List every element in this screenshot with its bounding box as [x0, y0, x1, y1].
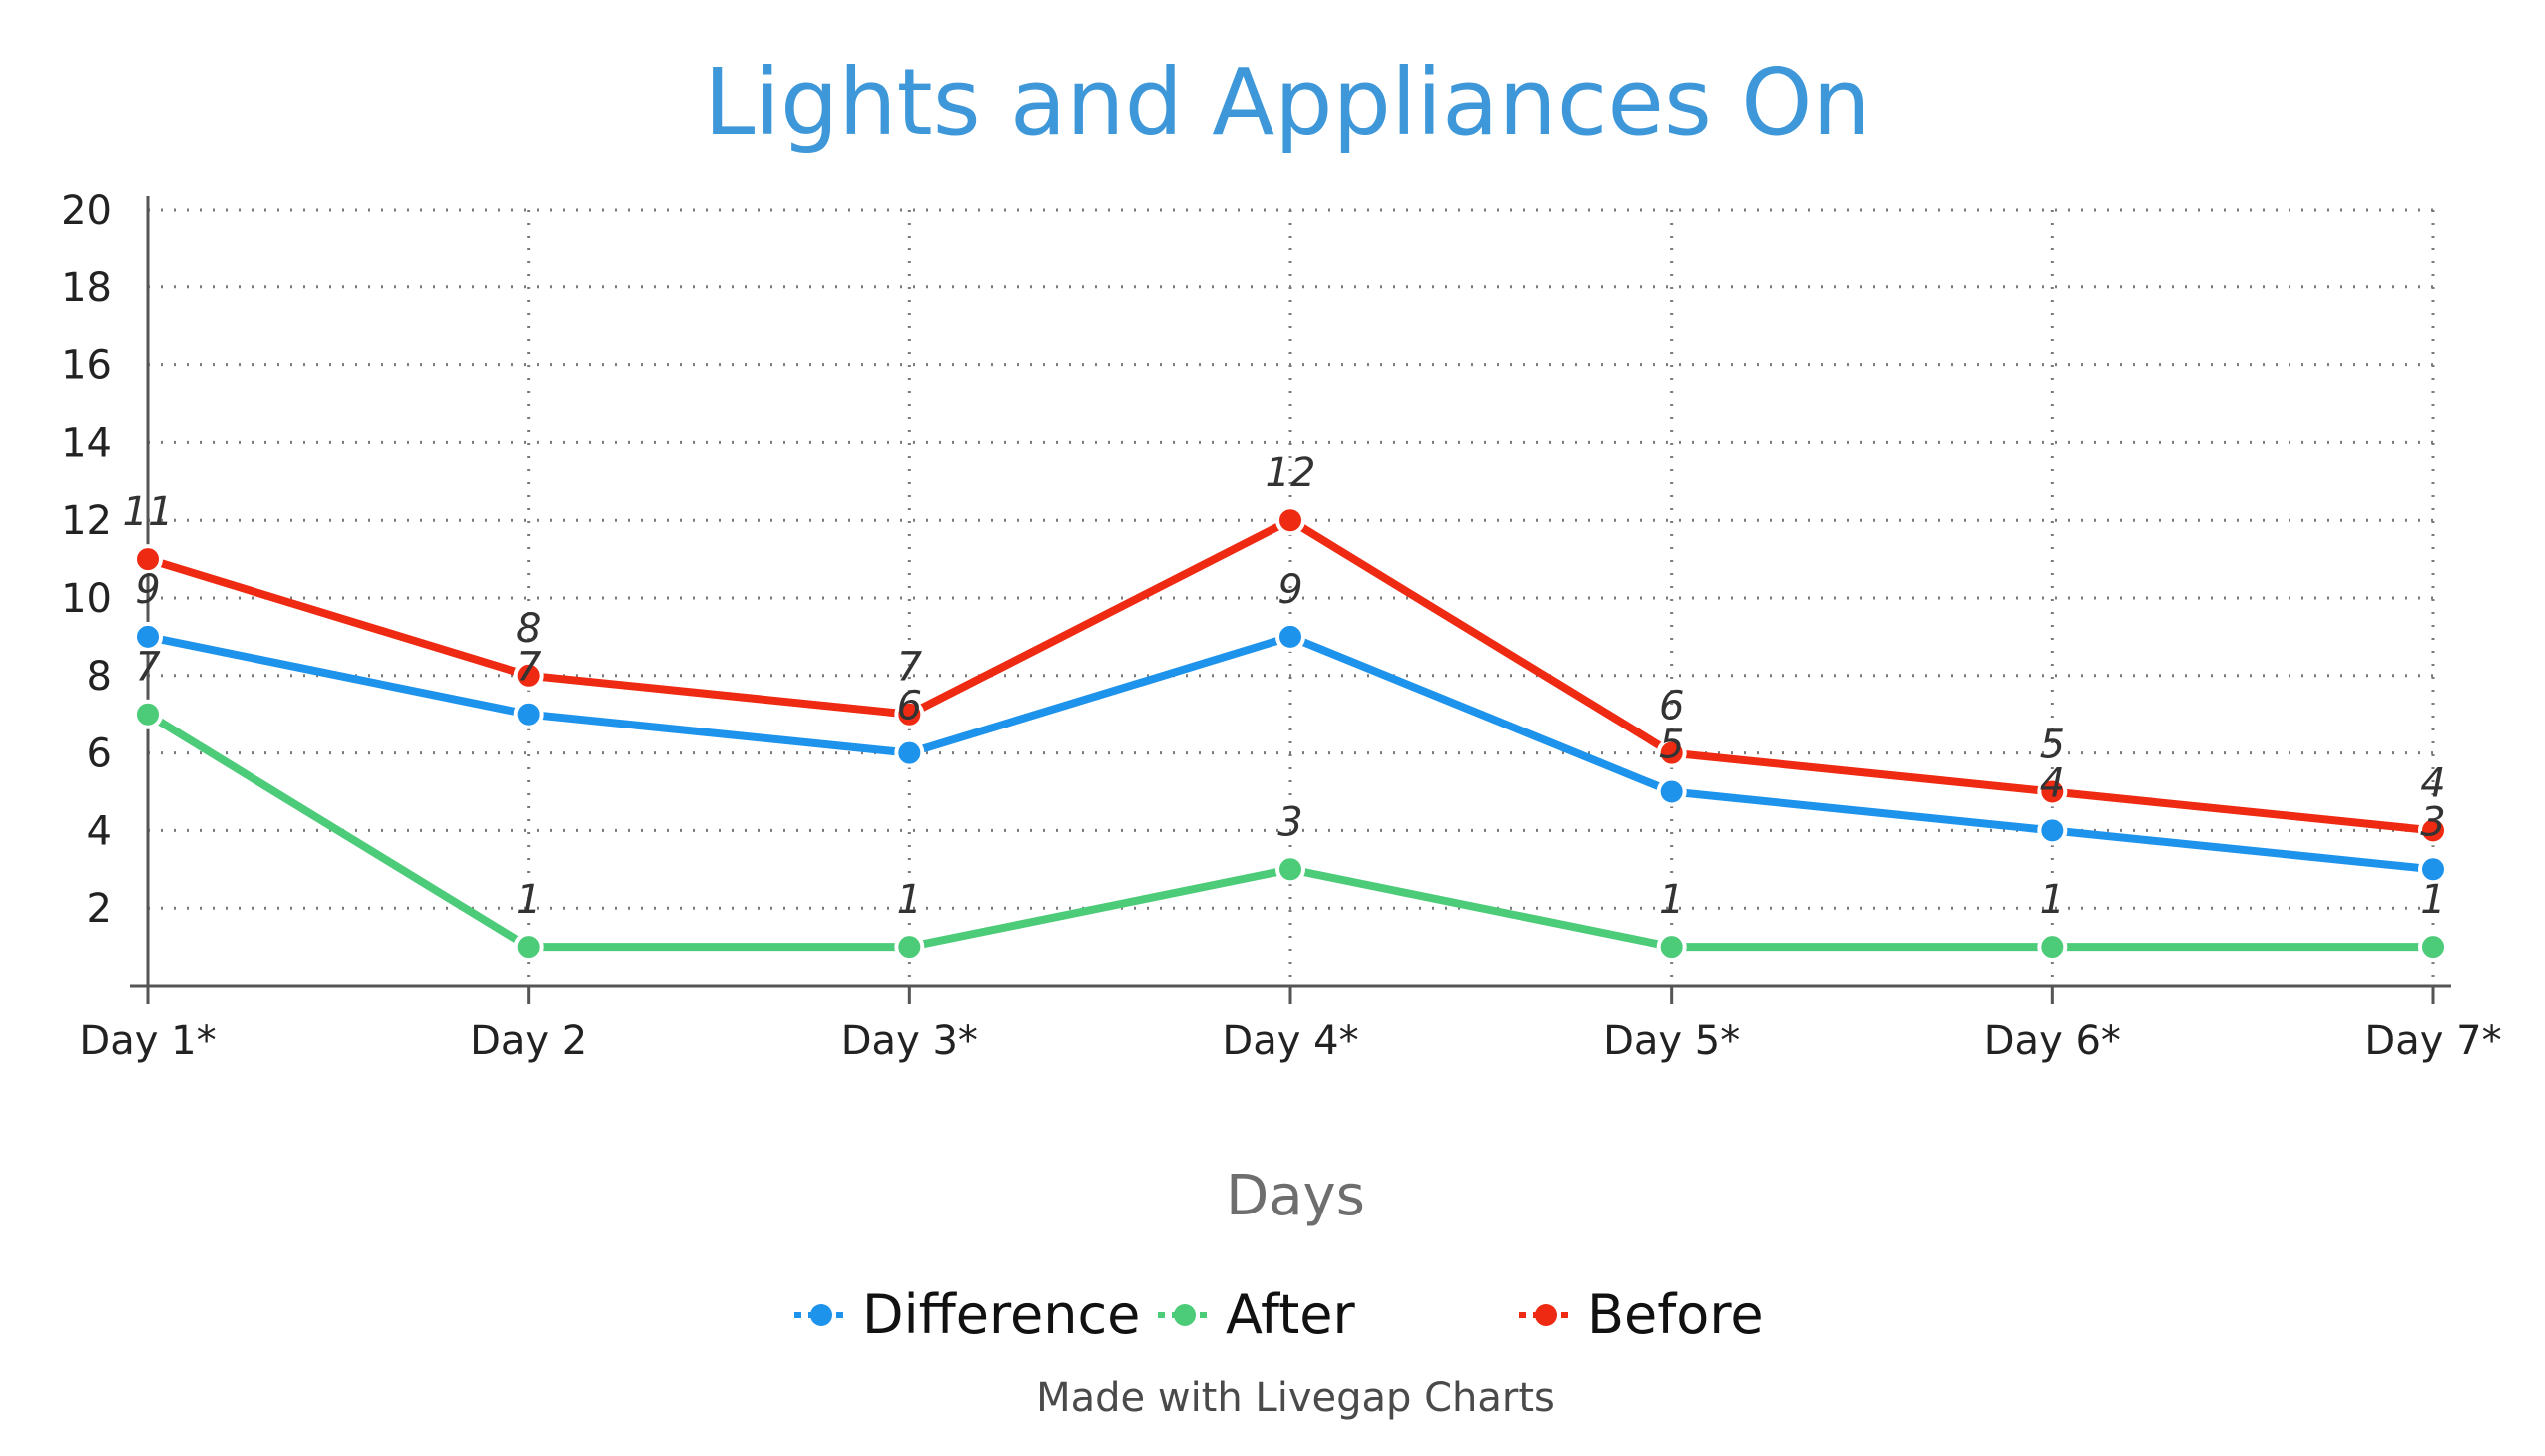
legend-marker-dot [1535, 1304, 1557, 1326]
legend-item-difference: Difference [794, 1283, 1140, 1346]
point-layer [133, 505, 2448, 963]
data-label-before: 7 [897, 645, 923, 691]
y-tick-label: 12 [61, 498, 112, 544]
y-tick-label: 14 [61, 420, 112, 466]
data-point-difference [2418, 854, 2448, 885]
data-point-after [894, 932, 925, 963]
data-point-difference [2037, 815, 2068, 846]
legend-label: After [1226, 1283, 1355, 1346]
data-label-before: 6 [1659, 684, 1684, 729]
data-point-before [1656, 737, 1687, 768]
y-tick-label: 6 [87, 731, 112, 777]
x-tick-label: Day 1* [79, 1018, 216, 1064]
x-tick-label: Day 7* [2364, 1018, 2501, 1064]
x-tick-label: Day 2 [470, 1018, 587, 1064]
data-point-before [2037, 776, 2068, 807]
data-point-difference [513, 699, 544, 729]
data-label-difference: 9 [1277, 567, 1302, 613]
y-tick-label: 10 [61, 576, 112, 622]
data-point-difference [1275, 621, 1305, 652]
legend-marker-dot [1174, 1304, 1196, 1326]
data-label-after: 3 [1277, 799, 1302, 845]
legend-marker-dot [810, 1304, 832, 1326]
data-label-before: 12 [1266, 450, 1316, 496]
data-point-before [513, 660, 544, 691]
legend: Difference After Before [794, 1283, 1764, 1346]
data-label-after: 7 [135, 645, 161, 691]
y-tick-label: 20 [61, 188, 112, 234]
data-label-difference: 6 [897, 684, 922, 729]
data-label-before: 8 [516, 606, 541, 652]
y-tick-label: 18 [61, 265, 112, 311]
data-point-difference [894, 737, 925, 768]
data-label-after: 1 [2420, 877, 2445, 923]
data-point-after [2037, 932, 2068, 963]
data-label-difference: 7 [516, 645, 542, 691]
x-tick-label: Day 4* [1222, 1018, 1358, 1064]
data-label-after: 1 [1659, 877, 1684, 923]
data-label-before: 5 [2040, 723, 2065, 768]
data-point-after [513, 932, 544, 963]
x-axis-title: Days [1226, 1164, 1365, 1228]
data-point-before [1275, 505, 1305, 536]
x-tick-label: Day 5* [1603, 1018, 1740, 1064]
y-tick-label: 4 [87, 808, 112, 854]
data-label-before: 4 [2420, 760, 2445, 806]
data-label-difference: 5 [1659, 723, 1684, 768]
y-tick-label: 8 [87, 654, 112, 700]
data-point-before [133, 544, 163, 575]
legend-label: Difference [862, 1283, 1140, 1346]
data-label-before: 11 [123, 489, 174, 535]
data-label-difference: 4 [2040, 760, 2065, 806]
data-point-after [1275, 854, 1305, 885]
legend-label: Before [1587, 1283, 1764, 1346]
data-point-before [2418, 815, 2448, 846]
data-point-before [894, 699, 925, 729]
legend-item-before: Before [1519, 1283, 1764, 1346]
data-point-after [2418, 932, 2448, 963]
chart-title: Lights and Appliances On [704, 49, 1871, 156]
y-tick-label: 16 [61, 343, 112, 389]
footer-credit: Made with Livegap Charts [1036, 1375, 1555, 1421]
data-point-difference [1656, 776, 1687, 807]
data-label-after: 1 [516, 877, 541, 923]
data-point-after [133, 699, 163, 729]
data-label-after: 1 [2040, 877, 2065, 923]
data-point-difference [133, 621, 163, 652]
data-label-difference: 3 [2420, 799, 2445, 845]
legend-item-after: After [1158, 1283, 1355, 1346]
y-tick-label: 2 [87, 886, 112, 932]
data-label-difference: 9 [135, 567, 160, 613]
data-label-after: 1 [897, 877, 922, 923]
x-tick-label: Day 6* [1984, 1018, 2121, 1064]
data-point-after [1656, 932, 1687, 963]
x-tick-label: Day 3* [841, 1018, 978, 1064]
